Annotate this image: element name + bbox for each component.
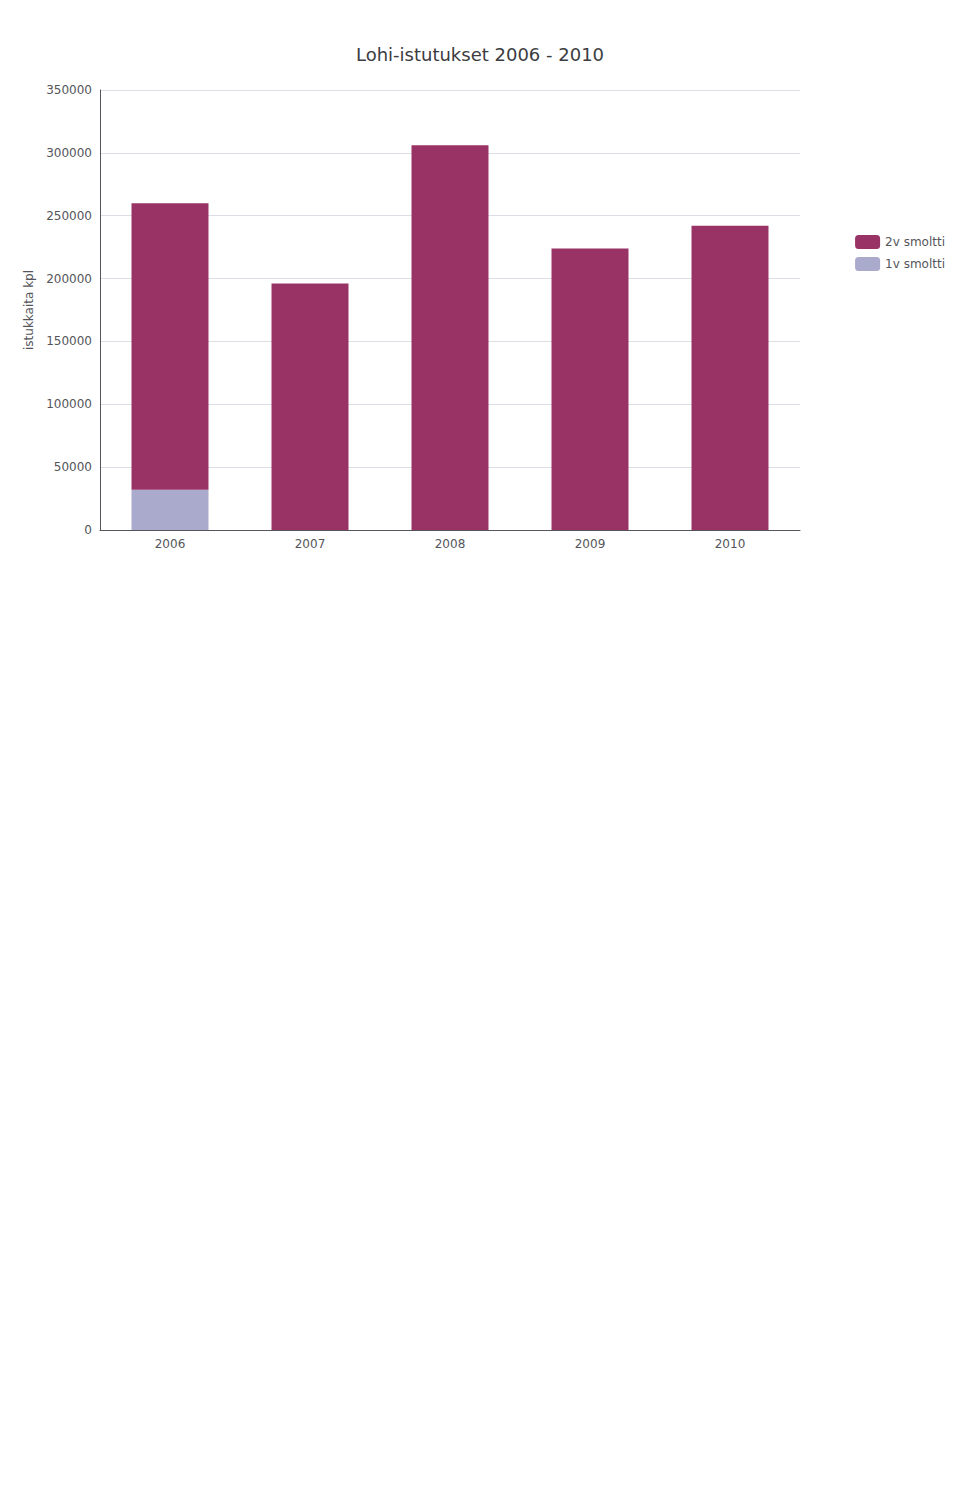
svg-text:50000: 50000 bbox=[54, 460, 92, 474]
svg-text:2007: 2007 bbox=[295, 537, 326, 551]
svg-text:0: 0 bbox=[84, 523, 92, 537]
svg-text:Lohi-istutukset 2006 - 2010: Lohi-istutukset 2006 - 2010 bbox=[356, 44, 604, 65]
svg-text:350000: 350000 bbox=[46, 83, 92, 97]
svg-text:2008: 2008 bbox=[435, 537, 466, 551]
svg-text:200000: 200000 bbox=[46, 272, 92, 286]
svg-text:2v smoltti: 2v smoltti bbox=[885, 235, 945, 249]
svg-text:1v smoltti: 1v smoltti bbox=[885, 257, 945, 271]
svg-text:100000: 100000 bbox=[46, 397, 92, 411]
svg-text:2006: 2006 bbox=[155, 537, 186, 551]
svg-text:2010: 2010 bbox=[715, 537, 746, 551]
svg-text:2009: 2009 bbox=[575, 537, 606, 551]
svg-text:250000: 250000 bbox=[46, 209, 92, 223]
svg-text:150000: 150000 bbox=[46, 334, 92, 348]
svg-text:istukkaita kpl: istukkaita kpl bbox=[22, 270, 36, 350]
svg-text:300000: 300000 bbox=[46, 146, 92, 160]
